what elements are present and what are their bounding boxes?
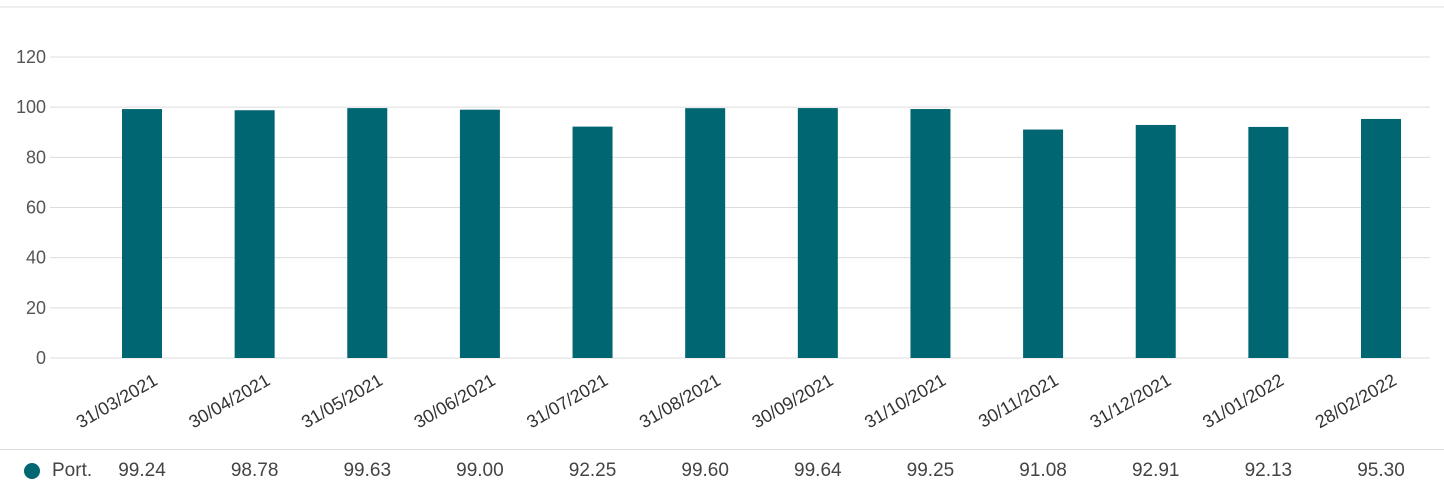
x-tick-label: 31/05/2021 [298, 370, 386, 432]
y-tick-label: 0 [36, 348, 46, 368]
bar[interactable] [234, 110, 275, 358]
value-cell: 91.08 [1019, 460, 1067, 481]
value-cell: 92.13 [1244, 460, 1293, 481]
x-tick-label: 31/08/2021 [636, 370, 724, 432]
x-tick-label: 30/11/2021 [975, 370, 1062, 432]
value-cell: 99.25 [906, 460, 955, 481]
bar[interactable] [797, 108, 838, 358]
bar[interactable] [1135, 124, 1176, 359]
value-cell: 95.30 [1357, 460, 1405, 481]
bars [122, 108, 1401, 359]
x-tick-label: 31/12/2021 [1086, 370, 1174, 432]
value-cell: 99.24 [118, 460, 166, 481]
x-tick-label: 28/02/2022 [1312, 370, 1400, 432]
legend-label: Port. [52, 460, 93, 481]
bar[interactable] [685, 108, 726, 358]
gridlines [50, 56, 1430, 359]
x-tick-label: 31/01/2022 [1199, 370, 1287, 432]
x-tick-label: 30/09/2021 [749, 370, 837, 432]
value-cell: 99.63 [343, 460, 392, 481]
x-axis-labels: 31/03/2021 30/04/2021 31/05/2021 30/06/2021… [73, 370, 1400, 432]
y-tick-label: 100 [16, 97, 46, 117]
bar[interactable] [1361, 118, 1401, 358]
y-tick-label: 40 [26, 248, 46, 268]
bar[interactable] [459, 109, 500, 358]
y-tick-label: 120 [16, 47, 46, 67]
x-tick-label: 31/07/2021 [523, 370, 611, 432]
bar[interactable] [1023, 129, 1064, 358]
bar[interactable] [572, 126, 613, 358]
legend-marker [24, 463, 40, 479]
value-cell: 99.60 [681, 460, 729, 481]
x-tick-label: 31/03/2021 [73, 370, 161, 432]
value-cell: 92.91 [1131, 460, 1180, 481]
bar[interactable] [347, 108, 388, 358]
y-tick-label: 80 [26, 147, 46, 167]
value-cell: 99.64 [794, 460, 842, 481]
x-tick-label: 30/06/2021 [411, 370, 499, 432]
y-tick-label: 20 [26, 298, 46, 318]
value-cell: 98.78 [230, 460, 279, 481]
value-cell: 99.00 [456, 460, 504, 481]
value-cell: 92.25 [568, 460, 617, 481]
y-axis-ticks: 0 20 40 60 80 100 120 [16, 47, 46, 368]
bar[interactable] [910, 109, 951, 359]
x-tick-label: 31/10/2021 [861, 370, 949, 432]
x-tick-label: 30/04/2021 [185, 370, 273, 432]
bar[interactable] [122, 109, 162, 358]
y-tick-label: 60 [26, 198, 46, 218]
bar[interactable] [1248, 126, 1289, 358]
data-table-row: Port. 99.24 98.78 99.63 99.00 92.25 99.60 99.6… [0, 449, 1444, 492]
